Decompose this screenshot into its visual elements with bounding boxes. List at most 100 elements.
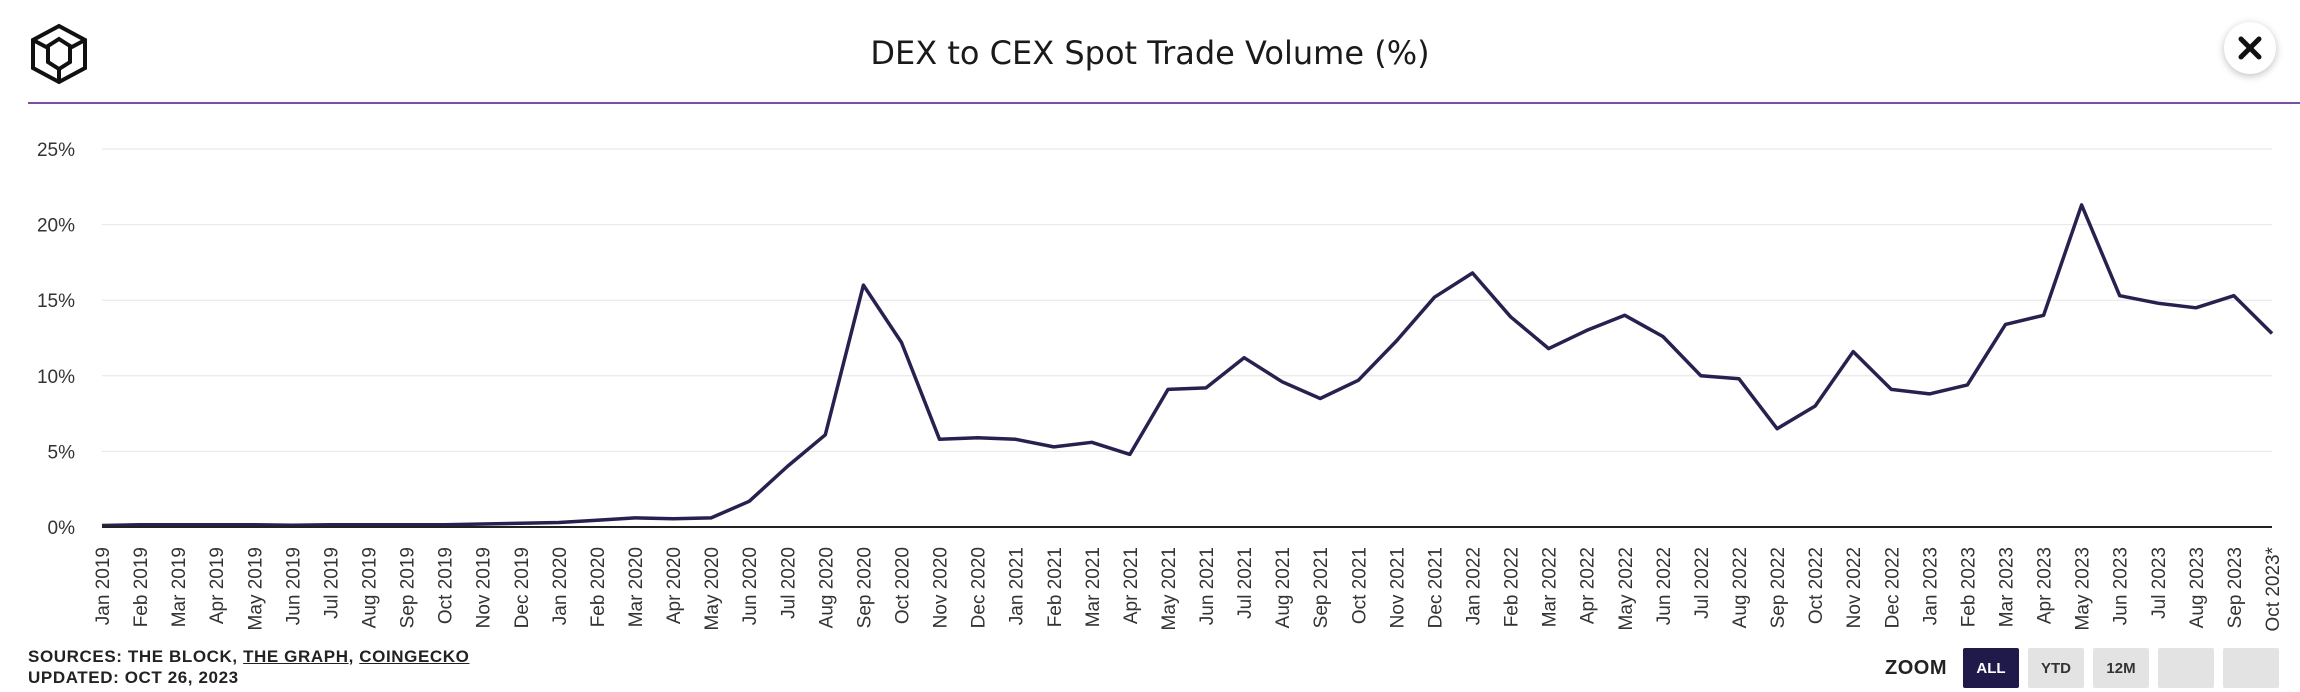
data-point[interactable] xyxy=(2190,302,2202,314)
data-point[interactable] xyxy=(477,518,489,530)
data-point[interactable] xyxy=(1619,309,1631,321)
header-divider xyxy=(28,102,2300,104)
source-link-the-graph[interactable]: THE GRAPH xyxy=(243,647,349,666)
data-point[interactable] xyxy=(2228,290,2240,302)
data-point[interactable] xyxy=(362,519,374,531)
data-point[interactable] xyxy=(2038,309,2050,321)
zoom-12m-button[interactable]: 12M xyxy=(2093,648,2149,688)
data-point[interactable] xyxy=(401,519,413,531)
data-point[interactable] xyxy=(1543,343,1555,355)
chart-header: DEX to CEX Spot Trade Volume (%) xyxy=(0,0,2300,104)
data-point[interactable] xyxy=(1467,267,1479,279)
data-point[interactable] xyxy=(1695,370,1707,382)
chart-title: DEX to CEX Spot Trade Volume (%) xyxy=(870,34,1430,72)
data-point[interactable] xyxy=(667,513,679,525)
data-point[interactable] xyxy=(781,461,793,473)
data-point[interactable] xyxy=(895,337,907,349)
updated-date: UPDATED: OCT 26, 2023 xyxy=(28,668,239,687)
data-point[interactable] xyxy=(705,512,717,524)
data-point[interactable] xyxy=(134,519,146,531)
x-tick-label: Jul 2019 xyxy=(321,547,342,619)
data-point[interactable] xyxy=(1238,352,1250,364)
data-point[interactable] xyxy=(972,432,984,444)
x-tick-label: Nov 2021 xyxy=(1387,547,1408,628)
data-point[interactable] xyxy=(629,512,641,524)
data-point[interactable] xyxy=(743,495,755,507)
zoom-extra-button-1[interactable] xyxy=(2158,648,2214,688)
data-point[interactable] xyxy=(1162,383,1174,395)
source-link-coingecko[interactable]: COINGECKO xyxy=(359,647,470,666)
data-point[interactable] xyxy=(1390,335,1402,347)
data-point[interactable] xyxy=(1314,392,1326,404)
x-tick-label: Jan 2023 xyxy=(1920,547,1941,625)
x-tick-label: Apr 2023 xyxy=(2035,547,2056,624)
data-point[interactable] xyxy=(2076,199,2088,211)
data-point[interactable] xyxy=(1010,433,1022,445)
x-tick-label: Dec 2019 xyxy=(512,547,533,628)
x-tick-label: Apr 2020 xyxy=(664,547,685,624)
data-point[interactable] xyxy=(934,433,946,445)
data-point[interactable] xyxy=(172,519,184,531)
data-point[interactable] xyxy=(1733,373,1745,385)
data-point[interactable] xyxy=(1352,374,1364,386)
line-chart: 0% 5% 10% 15% 20% 25% Jan 2019 Feb 2019 Mar 201… xyxy=(37,140,2284,632)
x-tick-label: Nov 2022 xyxy=(1844,547,1865,628)
data-point[interactable] xyxy=(248,519,260,531)
x-tick-label: Feb 2019 xyxy=(131,547,152,627)
x-tick-label: Feb 2021 xyxy=(1045,547,1066,627)
x-tick-label: Jul 2022 xyxy=(1692,547,1713,619)
x-tick-label: Jan 2020 xyxy=(550,547,571,625)
data-point[interactable] xyxy=(2152,297,2164,309)
data-point[interactable] xyxy=(1771,423,1783,435)
data-point[interactable] xyxy=(1200,382,1212,394)
data-point[interactable] xyxy=(96,519,108,531)
data-point[interactable] xyxy=(1048,441,1060,453)
data-point[interactable] xyxy=(1885,383,1897,395)
data-point[interactable] xyxy=(1124,448,1136,460)
data-point[interactable] xyxy=(1657,330,1669,342)
data-point[interactable] xyxy=(2114,290,2126,302)
x-tick-label: Mar 2021 xyxy=(1083,547,1104,627)
x-tick-label: Oct 2019 xyxy=(436,547,457,624)
gridlines xyxy=(102,148,2272,452)
data-point[interactable] xyxy=(1923,388,1935,400)
data-point[interactable] xyxy=(857,279,869,291)
data-point[interactable] xyxy=(1581,324,1593,336)
data-point[interactable] xyxy=(439,519,451,531)
data-point[interactable] xyxy=(1809,400,1821,412)
data-point[interactable] xyxy=(1961,379,1973,391)
x-tick-label: Sep 2022 xyxy=(1768,547,1789,628)
data-point[interactable] xyxy=(1086,436,1098,448)
x-tick-label: Jan 2021 xyxy=(1007,547,1028,625)
x-tick-label: Feb 2023 xyxy=(1958,547,1979,627)
data-point[interactable] xyxy=(1505,311,1517,323)
x-tick-label: Dec 2021 xyxy=(1425,547,1446,628)
y-tick-label: 20% xyxy=(37,216,75,237)
x-tick-label: Oct 2022 xyxy=(1806,547,1827,624)
data-point[interactable] xyxy=(1276,376,1288,388)
zoom-all-button[interactable]: ALL xyxy=(1963,648,2019,688)
footer-sources: SOURCES: THE BLOCK, THE GRAPH, COINGECKO… xyxy=(28,646,470,688)
data-point[interactable] xyxy=(819,429,831,441)
x-tick-label: Feb 2020 xyxy=(588,547,609,627)
data-point[interactable] xyxy=(2000,318,2012,330)
x-tick-label: Mar 2022 xyxy=(1540,547,1561,627)
x-tick-label: Jul 2020 xyxy=(778,547,799,619)
zoom-ytd-button[interactable]: YTD xyxy=(2028,648,2084,688)
x-axis-ticks: Jan 2019 Feb 2019 Mar 2019 Apr 2019 May 2019… xyxy=(93,546,2284,631)
x-tick-label: Jul 2021 xyxy=(1235,547,1256,619)
x-tick-label: Jun 2022 xyxy=(1654,547,1675,625)
data-point[interactable] xyxy=(324,519,336,531)
x-tick-label: Mar 2019 xyxy=(169,547,190,627)
data-point[interactable] xyxy=(591,514,603,526)
data-point[interactable] xyxy=(286,519,298,531)
x-tick-label: Sep 2019 xyxy=(398,547,419,628)
data-point[interactable] xyxy=(210,519,222,531)
data-point[interactable] xyxy=(1428,291,1440,303)
data-point[interactable] xyxy=(2266,327,2278,339)
zoom-extra-button-2[interactable] xyxy=(2223,648,2279,688)
x-tick-label: Oct 2021 xyxy=(1349,547,1370,624)
close-button[interactable] xyxy=(2224,22,2276,74)
x-tick-label: Dec 2020 xyxy=(969,547,990,628)
data-point[interactable] xyxy=(1847,346,1859,358)
